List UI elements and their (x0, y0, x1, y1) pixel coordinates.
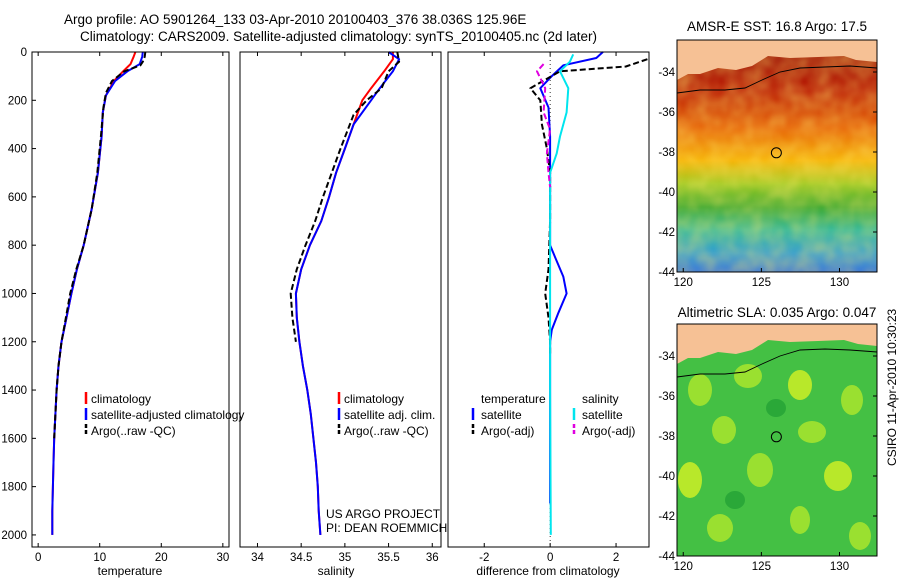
y-tick-label: 1200 (1, 337, 27, 349)
y-tick-label: 600 (8, 192, 27, 204)
legend-argo: Argo(..raw -QC) (344, 424, 429, 438)
x-tick-label: 30 (216, 552, 229, 564)
x-tick-label: 0 (35, 552, 41, 564)
difference-xlabel: difference from climatology (476, 564, 619, 578)
x-tick-label: 34.5 (290, 552, 312, 564)
y-tick-label: 0 (21, 47, 27, 59)
figure-title-line1: Argo profile: AO 5901264_133 03-Apr-2010… (64, 12, 526, 27)
series-argo-adj (529, 58, 648, 354)
y-tick-label: 200 (8, 95, 27, 107)
x-tick-label: 130 (830, 561, 849, 573)
credit-text: CSIRO 11-Apr-2010 10:30:23 (885, 308, 899, 466)
series-satellite-adj-clim (294, 51, 401, 535)
y-tick-label: -34 (658, 67, 675, 79)
figure-title-line2: Climatology: CARS2009. Satellite-adjuste… (80, 29, 597, 44)
x-tick-label: 130 (830, 277, 849, 289)
y-tick-label: -40 (658, 471, 675, 483)
difference-frame (447, 51, 650, 548)
series-argo-adj (536, 63, 552, 188)
series-climatology (294, 52, 394, 535)
y-tick-label: -44 (658, 551, 675, 563)
sst-map-title: AMSR-E SST: 16.8 Argo: 17.5 (687, 19, 867, 34)
legend-satellite: satellite-adjusted climatology (91, 408, 244, 422)
legend-climatology: climatology (344, 392, 404, 406)
x-tick-label: 120 (674, 561, 693, 573)
legend-climatology: climatology (91, 392, 151, 406)
y-tick-label: 400 (8, 144, 27, 156)
project-line1: US ARGO PROJECT (326, 507, 441, 521)
x-tick-label: 10 (93, 552, 106, 564)
sla-map-title: Altimetric SLA: 0.035 Argo: 0.047 (678, 305, 877, 320)
series-argo-raw-qc (53, 51, 147, 439)
y-tick-label: 1600 (1, 433, 27, 445)
legend-argo: Argo(..raw -QC) (91, 424, 176, 438)
x-tick-label: 35.5 (377, 552, 399, 564)
salinity-xlabel: salinity (318, 564, 355, 578)
y-tick-label: 1000 (1, 288, 27, 300)
difference-panel: -2 0 2 difference from climatology tempera… (447, 51, 650, 578)
y-tick-label: 2000 (1, 530, 27, 542)
argo-float-marker (770, 431, 782, 443)
x-tick-label: 0 (547, 552, 553, 564)
y-tick-label: -36 (658, 107, 675, 119)
x-tick-label: 34 (251, 552, 264, 564)
sst-texture (677, 40, 877, 272)
y-tick-label: -44 (658, 267, 675, 279)
temperature-panel: 0 10 20 30 0 200 400 600 800 1000 1200 1400 1600 180… (1, 47, 244, 578)
argo-float-marker (770, 147, 782, 159)
y-tick-label: 1800 (1, 482, 27, 494)
legend-satellite: satellite adj. clim. (344, 408, 435, 422)
sst-land (677, 40, 877, 80)
sla-land (677, 324, 877, 364)
y-tick-label: -42 (658, 227, 675, 239)
legend-salinity-header: salinity (582, 392, 619, 406)
salinity-legend: climatology satellite adj. clim. Argo(..… (337, 392, 435, 438)
x-tick-label: 20 (155, 552, 168, 564)
temperature-legend: climatology satellite-adjusted climatolo… (84, 392, 244, 438)
series-argo-raw-qc (289, 51, 401, 342)
y-tick-label: -42 (658, 511, 675, 523)
sst-frame (676, 39, 878, 273)
x-tick-label: 36 (426, 552, 439, 564)
temperature-xlabel: temperature (98, 564, 163, 578)
legend-temp-argo: Argo(-adj) (481, 424, 534, 438)
series-climatology (51, 51, 137, 535)
series-satellite (549, 53, 575, 535)
sla-frame (676, 323, 878, 557)
salinity-panel: 34 34.5 35 35.5 36 salinity climatology sate… (239, 51, 447, 578)
y-tick-label: -34 (658, 351, 675, 363)
y-tick-label: 1400 (1, 385, 27, 397)
legend-temp-satellite: satellite (481, 408, 522, 422)
y-tick-label: -40 (658, 187, 675, 199)
x-tick-label: 125 (752, 561, 771, 573)
legend-temperature-header: temperature (481, 392, 546, 406)
salinity-frame (239, 51, 442, 548)
series-satellite-adjusted-climatology (51, 51, 144, 535)
project-line2: PI: DEAN ROEMMICH (326, 521, 447, 535)
sla-contour (676, 348, 878, 378)
sla-field (677, 324, 877, 556)
sst-map: AMSR-E SST: 16.8 Argo: 17.5 120 125 130 -3… (658, 19, 878, 289)
sla-texture (678, 364, 871, 550)
x-tick-label: -2 (479, 552, 489, 564)
x-tick-label: 35 (338, 552, 351, 564)
y-tick-label: -38 (658, 147, 675, 159)
y-tick-label: -38 (658, 431, 675, 443)
x-tick-label: 2 (613, 552, 619, 564)
sla-map: Altimetric SLA: 0.035 Argo: 0.047 120 125… (658, 305, 878, 573)
legend-sal-argo: Argo(-adj) (582, 424, 635, 438)
legend-sal-satellite: satellite (582, 408, 623, 422)
difference-legend: temperature satellite Argo(-adj) salinit… (471, 392, 635, 438)
y-tick-label: 800 (8, 240, 27, 252)
x-tick-label: 125 (752, 277, 771, 289)
sst-contour (676, 65, 878, 94)
x-tick-label: 120 (674, 277, 693, 289)
y-tick-label: -36 (658, 391, 675, 403)
temperature-frame (31, 51, 230, 548)
